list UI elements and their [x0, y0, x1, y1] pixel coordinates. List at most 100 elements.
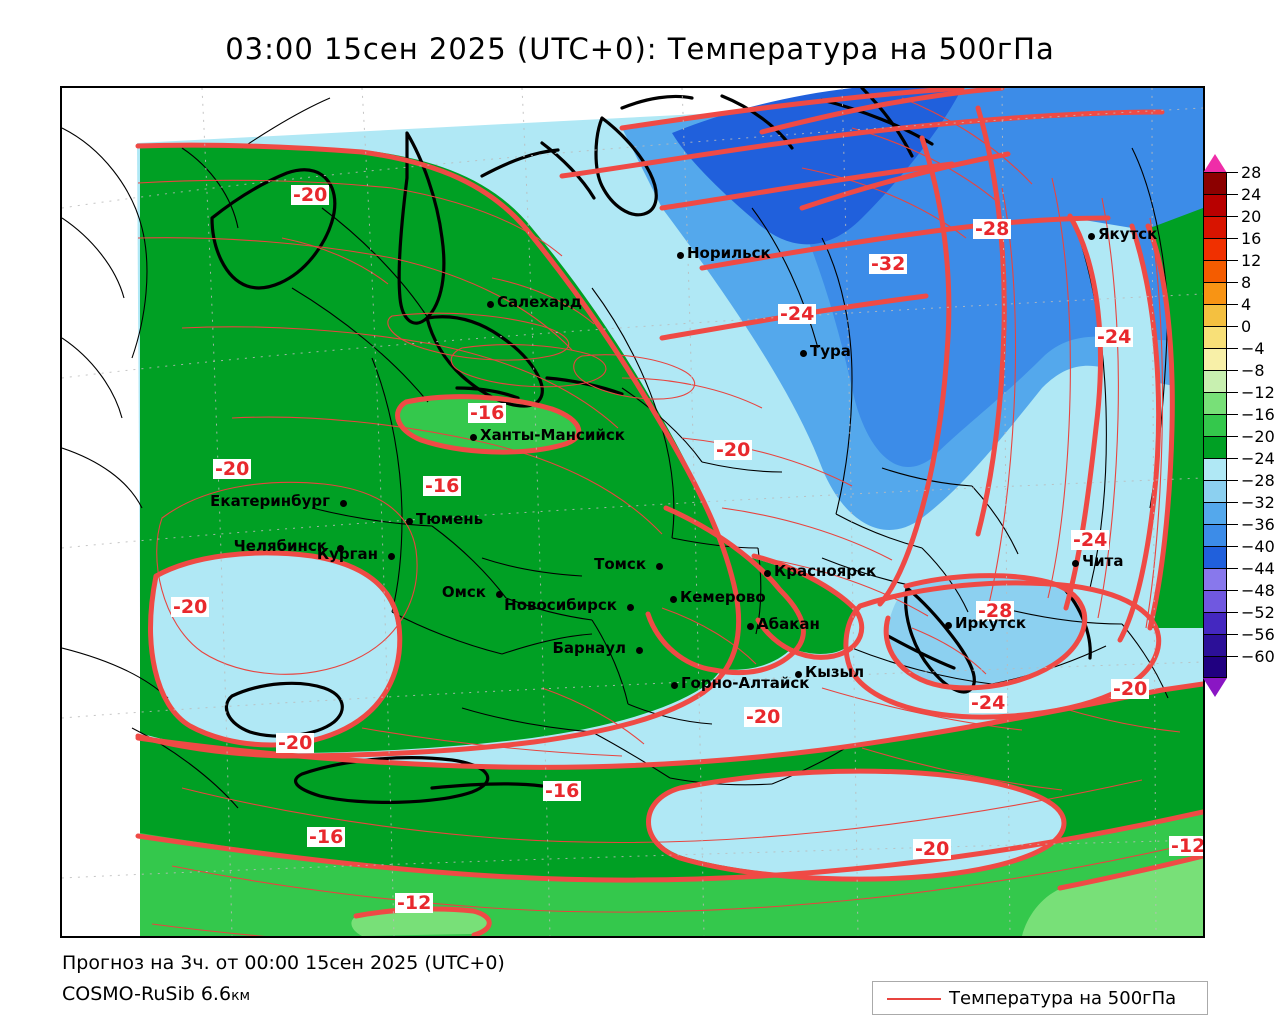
colorbar-cell	[1203, 656, 1227, 678]
legend-label: Температура на 500гПа	[949, 988, 1177, 1009]
colorbar-tick-label: 28	[1241, 163, 1262, 182]
contour-label: -16	[423, 475, 462, 497]
city-dot	[340, 500, 347, 507]
city-label: Омск	[441, 583, 486, 601]
colorbar-cell	[1203, 524, 1227, 546]
city-label: Красноярск	[774, 562, 877, 580]
colorbar-tick-label: −44	[1241, 559, 1275, 578]
contour-label: -20	[291, 184, 330, 206]
city-label: Новосибирск	[504, 596, 617, 614]
city-label: Кызыл	[805, 663, 865, 681]
colorbar-tick-mark	[1227, 568, 1238, 569]
colorbar-cell	[1203, 260, 1227, 282]
colorbar-cell	[1203, 458, 1227, 480]
colorbar-tick-label: 12	[1241, 251, 1262, 270]
colorbar-tick-label: 24	[1241, 185, 1262, 204]
colorbar-tick-mark	[1227, 414, 1238, 415]
model-resolution-unit: км	[231, 988, 251, 1004]
colorbar-tick-mark	[1227, 194, 1238, 195]
city-label: Кемерово	[680, 588, 766, 606]
colorbar-cell	[1203, 282, 1227, 304]
colorbar-cell	[1203, 546, 1227, 568]
city-label: Горно-Алтайск	[681, 674, 810, 692]
contour-label: -24	[1071, 529, 1110, 551]
contour-label: -20	[1111, 678, 1150, 700]
colorbar-tick-mark	[1227, 370, 1238, 371]
city-dot	[470, 434, 477, 441]
colorbar-tick-mark	[1227, 524, 1238, 525]
colorbar-tick-label: −32	[1241, 493, 1275, 512]
colorbar-cell	[1203, 480, 1227, 502]
city-dot	[945, 622, 952, 629]
colorbar-tick-label: −20	[1241, 427, 1275, 446]
colorbar-cell	[1203, 634, 1227, 656]
colorbar-tick-label: 4	[1241, 295, 1252, 314]
contour-label: -20	[913, 838, 952, 860]
colorbar-cell	[1203, 238, 1227, 260]
colorbar-cell	[1203, 590, 1227, 612]
forecast-info-line: Прогноз на 3ч. от 00:00 15сен 2025 (UTC+…	[62, 952, 505, 974]
colorbar-tick-label: −48	[1241, 581, 1275, 600]
city-label: Якутск	[1098, 225, 1158, 243]
colorbar-cell	[1203, 370, 1227, 392]
colorbar-cell	[1203, 436, 1227, 458]
contour-label: -20	[171, 596, 210, 618]
colorbar-cell	[1203, 568, 1227, 590]
city-label: Тюмень	[416, 510, 484, 528]
city-dot	[764, 570, 771, 577]
colorbar-cell	[1203, 326, 1227, 348]
colorbar[interactable]	[1203, 172, 1227, 678]
colorbar-tick-label: −60	[1241, 647, 1275, 666]
colorbar-over-arrow	[1203, 154, 1227, 173]
contour-label: -28	[976, 600, 1015, 622]
city-dot	[1072, 560, 1079, 567]
temperature-field-map	[62, 88, 1203, 936]
colorbar-cell	[1203, 502, 1227, 524]
colorbar-tick-label: 16	[1241, 229, 1262, 248]
city-label: Курган	[316, 545, 378, 563]
contour-label: -20	[213, 458, 252, 480]
colorbar-cell	[1203, 216, 1227, 238]
city-dot	[487, 301, 494, 308]
city-dot	[670, 596, 677, 603]
colorbar-tick-mark	[1227, 282, 1238, 283]
contour-label: -28	[973, 218, 1012, 240]
colorbar-cell	[1203, 194, 1227, 216]
colorbar-tick-mark	[1227, 392, 1238, 393]
legend-box: Температура на 500гПа	[872, 981, 1208, 1015]
city-label: Абакан	[757, 615, 820, 633]
colorbar-tick-mark	[1227, 348, 1238, 349]
colorbar-cell	[1203, 304, 1227, 326]
city-dot	[406, 518, 413, 525]
colorbar-tick-mark	[1227, 612, 1238, 613]
page-title: 03:00 15сен 2025 (UTC+0): Температура на…	[225, 32, 1055, 66]
colorbar-cell	[1203, 414, 1227, 436]
colorbar-cell	[1203, 392, 1227, 414]
contour-label: -24	[1095, 326, 1134, 348]
colorbar-tick-mark	[1227, 238, 1238, 239]
city-label: Томск	[594, 555, 646, 573]
contour-label: -16	[543, 780, 582, 802]
legend-line-swatch	[887, 998, 941, 1000]
colorbar-tick-mark	[1227, 436, 1238, 437]
colorbar-tick-label: 20	[1241, 207, 1262, 226]
city-label: Норильск	[687, 244, 771, 262]
city-label: Ханты-Мансийск	[480, 426, 625, 444]
city-label: Иркутск	[955, 614, 1027, 632]
city-label: Тура	[810, 342, 851, 360]
colorbar-tick-mark	[1227, 634, 1238, 635]
colorbar-under-arrow	[1203, 678, 1227, 697]
colorbar-cell	[1203, 348, 1227, 370]
contour-label: -32	[869, 253, 908, 275]
city-dot	[656, 563, 663, 570]
city-dot	[800, 350, 807, 357]
map-frame[interactable]: -20 -20 -16 -16 -20 -24 -32 -28 -24 -24 …	[60, 86, 1205, 938]
colorbar-tick-mark	[1227, 216, 1238, 217]
contour-label: -20	[714, 439, 753, 461]
city-label: Екатеринбург	[210, 492, 330, 510]
colorbar-tick-label: −24	[1241, 449, 1275, 468]
city-label: Барнаул	[552, 639, 626, 657]
city-label: Чита	[1082, 552, 1124, 570]
city-dot	[795, 671, 802, 678]
city-dot	[337, 545, 344, 552]
